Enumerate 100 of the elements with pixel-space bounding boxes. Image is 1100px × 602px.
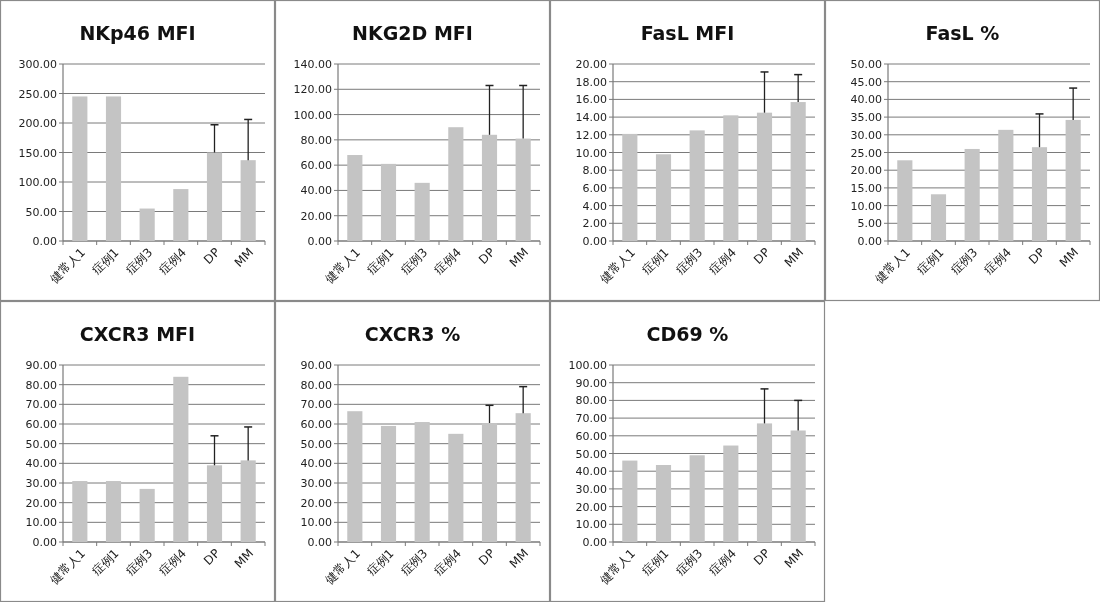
y-tick-label: 10.00 [575,518,607,532]
y-tick-label: 100.00 [18,176,57,189]
y-tick-label: 10.00 [300,516,332,530]
x-tick-label: MM [231,546,257,571]
x-tick-label: MM [231,245,257,270]
x-tick-label: 健常人1 [322,546,363,587]
x-tick-label: 症例3 [673,546,706,579]
y-tick-label: 70.00 [25,398,57,412]
y-tick-label: 40.00 [575,465,607,479]
y-tick-label: 100.00 [568,359,607,372]
y-tick-label: 100.00 [293,108,332,122]
y-tick-label: 10.00 [575,146,607,160]
y-tick-label: 80.00 [300,133,332,147]
x-tick-label: MM [506,245,532,270]
x-tick-label: 症例3 [123,546,156,579]
x-tick-label: 健常人1 [597,245,638,286]
y-tick-label: 50.00 [575,447,607,461]
y-tick-label: 40.00 [300,457,332,471]
y-tick-label: 50.00 [25,437,57,451]
y-tick-label: 300.00 [18,58,57,71]
y-tick-label: 15.00 [850,181,882,195]
y-tick-label: 12.00 [575,128,607,142]
y-tick-label: 10.00 [25,516,57,530]
chart-title: NKp46 MFI [79,22,196,44]
y-tick-label: 60.00 [300,418,332,431]
y-tick-label: 150.00 [18,146,57,160]
chart-title: NKG2D MFI [352,22,473,44]
y-tick-label: 50.00 [25,205,57,219]
x-tick-label: DP [751,546,773,568]
chart-title: FasL MFI [640,22,735,44]
x-tick-label: 症例1 [89,245,122,278]
y-tick-label: 18.00 [575,75,607,89]
y-tick-label: 60.00 [300,159,332,173]
x-tick-label: 症例3 [948,245,981,278]
x-tick-label: 症例1 [639,245,672,278]
x-tick-label: 健常人1 [47,546,88,587]
y-tick-label: 45.00 [850,75,882,89]
y-tick-label: 250.00 [18,87,57,101]
x-tick-label: 健常人1 [322,245,363,286]
y-tick-label: 8.00 [582,164,607,178]
x-tick-label: 症例4 [706,546,739,579]
y-tick-label: 20.00 [300,209,332,223]
y-tick-label: 0.00 [307,536,332,549]
y-tick-label: 30.00 [300,477,332,490]
x-tick-label: DP [476,546,498,568]
y-tick-label: 35.00 [850,111,882,125]
y-tick-label: 0.00 [582,235,607,248]
y-tick-label: 30.00 [575,482,607,496]
x-tick-label: DP [1026,245,1048,267]
y-tick-label: 5.00 [857,217,882,231]
chart-title: CD69 % [646,323,729,345]
chart-title: FasL % [925,22,1000,44]
y-tick-label: 80.00 [575,394,607,408]
y-tick-label: 0.00 [32,235,57,248]
y-tick-label: 40.00 [25,457,57,471]
y-tick-label: 16.00 [575,93,607,107]
x-tick-label: 健常人1 [872,245,913,286]
x-tick-label: 健常人1 [597,546,638,587]
chart-title: CXCR3 MFI [79,323,196,345]
x-tick-label: DP [751,245,773,267]
y-tick-label: 10.00 [850,199,882,213]
y-tick-label: 90.00 [25,359,57,372]
y-tick-label: 30.00 [850,128,882,142]
y-tick-label: 80.00 [25,378,57,392]
y-tick-label: 50.00 [300,437,332,451]
y-tick-label: 2.00 [582,217,607,231]
x-tick-label: 症例4 [431,245,464,278]
x-tick-label: 症例3 [398,245,431,278]
x-tick-label: DP [476,245,498,267]
y-tick-label: 50.00 [850,58,882,71]
y-tick-label: 6.00 [582,181,607,195]
x-tick-label: 健常人1 [47,245,88,286]
chart-title: CXCR3 % [364,323,461,345]
y-tick-label: 4.00 [582,199,607,213]
x-tick-label: 症例3 [673,245,706,278]
y-tick-label: 20.00 [850,164,882,178]
y-tick-label: 120.00 [293,83,332,97]
y-tick-label: 70.00 [300,398,332,412]
x-tick-label: 症例3 [398,546,431,579]
y-tick-label: 80.00 [300,378,332,392]
x-tick-label: MM [781,245,807,270]
x-tick-label: 症例4 [981,245,1014,278]
y-tick-label: 40.00 [300,184,332,198]
x-tick-label: MM [506,546,532,571]
y-tick-label: 0.00 [32,536,57,549]
x-tick-label: 症例4 [706,245,739,278]
x-tick-label: 症例4 [156,245,189,278]
y-tick-label: 140.00 [293,58,332,71]
y-tick-label: 60.00 [575,429,607,443]
y-tick-label: 20.00 [300,496,332,510]
y-tick-label: 200.00 [18,117,57,130]
x-tick-label: MM [1056,245,1082,270]
y-tick-label: 30.00 [25,477,57,490]
y-tick-label: 70.00 [575,412,607,426]
x-tick-label: 症例4 [431,546,464,579]
x-tick-label: DP [201,245,223,267]
y-tick-label: 25.00 [850,146,882,160]
x-tick-label: 症例3 [123,245,156,278]
y-tick-label: 40.00 [850,93,882,107]
x-tick-label: 症例1 [639,546,672,579]
